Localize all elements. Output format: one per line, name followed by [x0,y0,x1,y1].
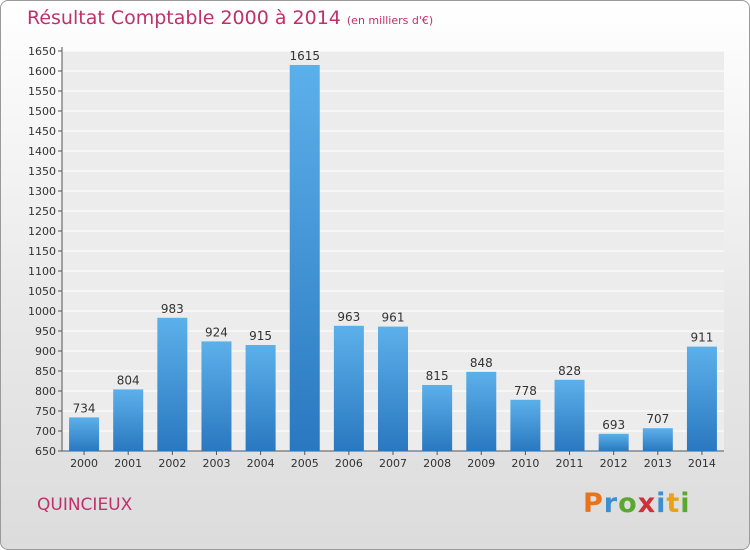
y-tick-label: 950 [35,325,56,338]
bar-value-label: 693 [602,418,625,432]
bar [333,325,364,451]
logo-letter: o [618,488,638,519]
logo-letter: i [680,488,691,519]
y-tick-label: 1100 [28,265,56,278]
bar-value-label: 915 [249,329,272,343]
bar [69,417,100,451]
chart-title: Résultat Comptable 2000 à 2014 (en millie… [27,7,433,29]
y-tick-label: 700 [35,425,56,438]
x-tick-label: 2013 [644,457,672,470]
x-tick-label: 2002 [158,457,186,470]
y-tick-label: 1300 [28,185,56,198]
bar-value-label: 828 [558,364,581,378]
chart-subtitle: (en milliers d'€) [346,14,434,27]
bar-value-label: 848 [470,356,493,370]
bar [113,389,144,451]
logo-letter: i [656,488,667,519]
bar-value-label: 707 [646,412,669,426]
x-tick-label: 2014 [688,457,716,470]
y-tick-label: 1200 [28,225,56,238]
y-tick-label: 1600 [28,65,56,78]
logo-letter: x [637,488,657,519]
y-tick-label: 900 [35,345,56,358]
bar-value-label: 804 [117,373,140,387]
y-tick-label: 1350 [28,165,56,178]
logo-letter: r [603,488,619,519]
bar-value-label: 961 [382,311,405,325]
bar [686,346,717,451]
x-tick-label: 2008 [423,457,451,470]
proxiti-logo: Proxiti [583,488,691,519]
commune-name: QUINCIEUX [37,495,133,515]
bar [157,317,188,451]
y-tick-label: 1650 [28,45,56,58]
bar [642,428,673,451]
bar [466,371,497,451]
x-tick-label: 2007 [379,457,407,470]
logo-letter: t [666,488,681,519]
bar [510,399,541,451]
y-tick-label: 1550 [28,85,56,98]
y-tick-label: 1050 [28,285,56,298]
bar [245,345,276,451]
bar-value-label: 815 [426,369,449,383]
logo-letter: P [583,488,604,519]
y-tick-label: 1500 [28,105,56,118]
x-tick-label: 2010 [511,457,539,470]
x-tick-label: 2009 [467,457,495,470]
y-tick-label: 1000 [28,305,56,318]
x-tick-label: 2000 [70,457,98,470]
y-tick-label: 750 [35,405,56,418]
bar [289,65,320,451]
bar-value-label: 911 [690,331,713,345]
bar [598,433,629,451]
y-tick-label: 1250 [28,205,56,218]
bar-value-label: 734 [73,401,96,415]
bar [378,326,408,451]
y-tick-label: 850 [35,365,56,378]
bar [201,341,232,451]
x-tick-label: 2001 [114,457,142,470]
bar-value-label: 924 [205,325,228,339]
x-tick-label: 2006 [335,457,363,470]
y-tick-label: 800 [35,385,56,398]
bar-value-label: 963 [337,310,360,324]
x-tick-label: 2005 [291,457,319,470]
y-tick-label: 1450 [28,125,56,138]
y-tick-label: 1150 [28,245,56,258]
bar [554,379,585,451]
y-tick-label: 650 [35,445,56,458]
bar-value-label: 983 [161,302,184,316]
x-tick-label: 2003 [202,457,230,470]
y-tick-label: 1400 [28,145,56,158]
x-tick-label: 2011 [556,457,584,470]
bar-value-label: 1615 [289,49,320,63]
title-text: Résultat Comptable 2000 à 2014 [27,7,341,29]
bar-value-label: 778 [514,384,537,398]
bar [422,385,453,451]
x-tick-label: 2004 [247,457,275,470]
x-tick-label: 2012 [600,457,628,470]
